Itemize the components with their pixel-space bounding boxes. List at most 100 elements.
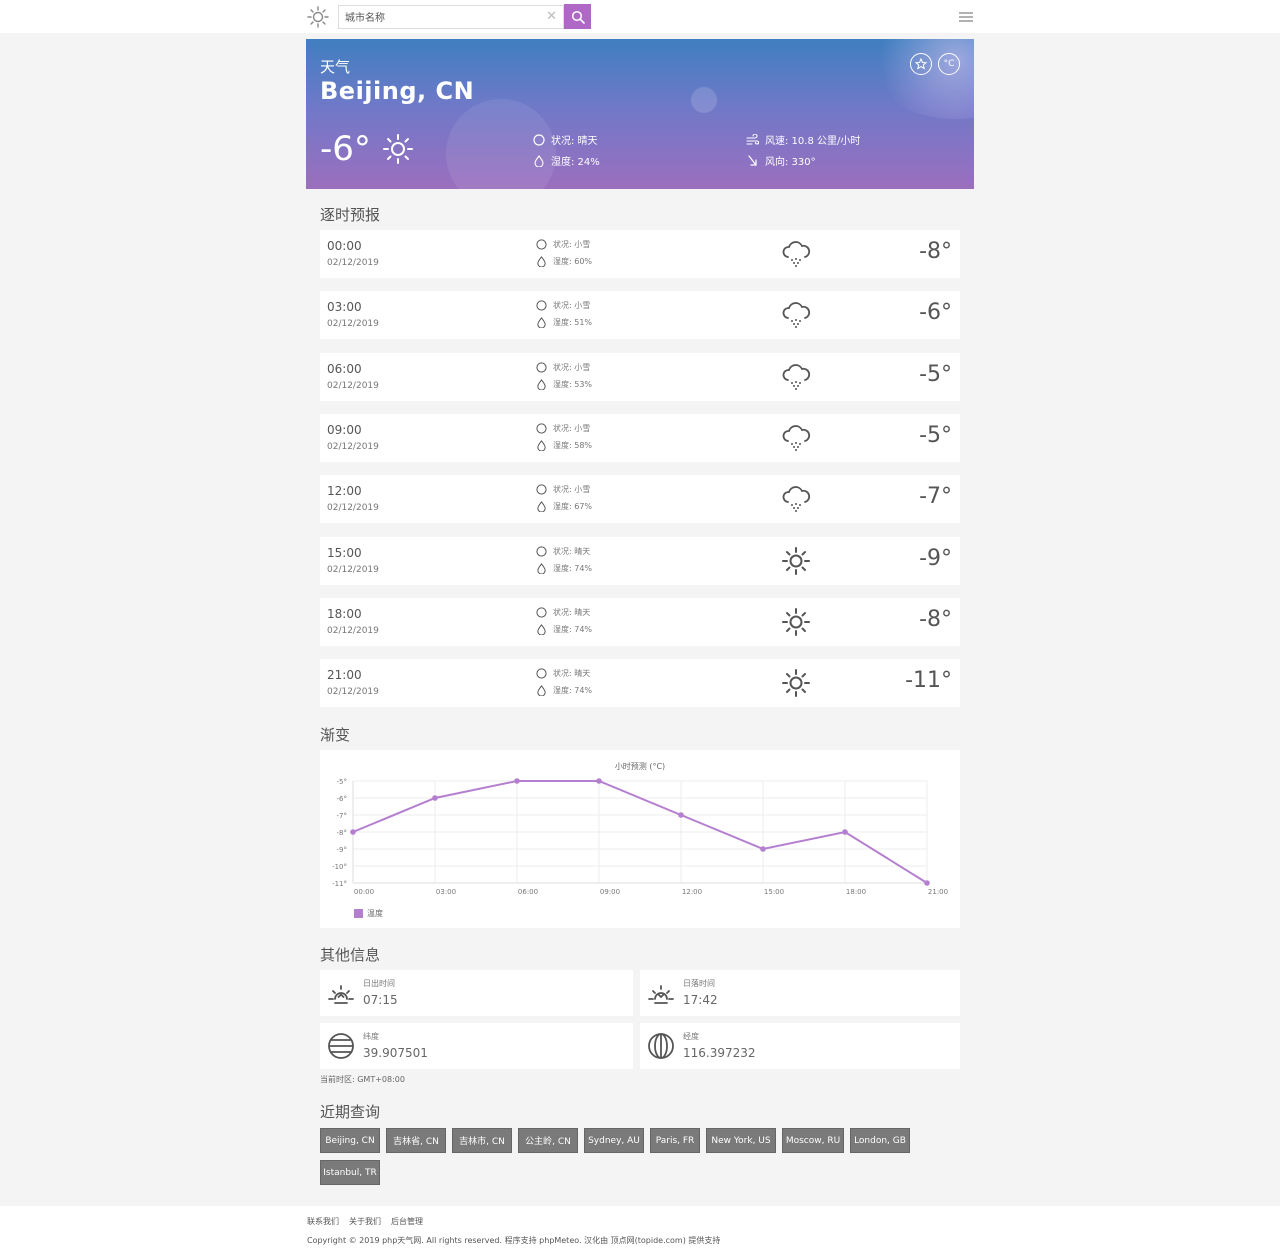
recent-search-tag[interactable]: 吉林市, CN (452, 1128, 512, 1153)
clear-icon[interactable]: ✕ (546, 9, 557, 24)
forecast-date: 02/12/2019 (327, 441, 379, 452)
latitude-card: 纬度 39.907501 (320, 1023, 633, 1069)
x-tick-label: 00:00 (354, 888, 374, 896)
y-tick-label: -10° (332, 863, 347, 871)
condition-circle-icon (536, 423, 547, 434)
forecast-condition-text: 状况: 晴天 (553, 546, 591, 556)
recent-search-tag[interactable]: Sydney, AU (584, 1128, 644, 1153)
humidity-text: 湿度: 24% (551, 157, 600, 168)
forecast-humidity-text: 湿度: 74% (553, 686, 593, 696)
search-input[interactable] (339, 7, 539, 30)
hourly-forecast-item: 18:00 02/12/2019 状况: 晴天 湿度: 74% -8° (320, 597, 960, 646)
hourly-forecast-item: 15:00 02/12/2019 状况: 晴天 湿度: 74% -9° (320, 536, 960, 585)
forecast-temperature: -5° (919, 422, 952, 448)
sunset-label: 日落时间 (683, 979, 715, 988)
trend-section-title: 渐变 (320, 726, 351, 744)
droplet-icon (537, 317, 546, 329)
sun-logo-icon[interactable] (307, 6, 329, 28)
recent-search-tag[interactable]: Moscow, RU (782, 1128, 844, 1153)
recent-search-tag[interactable]: 公主岭, CN (518, 1128, 578, 1153)
forecast-time: 18:00 (327, 606, 362, 621)
recent-search-tag[interactable]: Paris, FR (650, 1128, 700, 1153)
forecast-condition: 状况: 晴天 (536, 607, 590, 618)
footer-link-about[interactable]: 关于我们 (349, 1217, 381, 1226)
y-tick-label: -7° (337, 812, 347, 820)
forecast-condition-text: 状况: 晴天 (553, 607, 591, 617)
sunset-value: 17:42 (683, 993, 718, 1007)
footer-link-contact[interactable]: 联系我们 (307, 1217, 339, 1226)
recent-search-tag[interactable]: 吉林省, CN (386, 1128, 446, 1153)
latitude-value: 39.907501 (363, 1046, 428, 1060)
y-tick-label: -6° (337, 795, 347, 803)
temperature-chart: 小时预测 (°C) -5° -6° -7° -8° -9° -10° -11° 00:00 03… (320, 750, 960, 928)
forecast-humidity: 湿度: 74% (536, 685, 593, 697)
chart-legend[interactable]: 温度 (354, 908, 383, 919)
condition-circle-icon (536, 668, 547, 679)
forecast-humidity: 湿度: 58% (536, 440, 592, 451)
snow-cloud-icon (780, 483, 812, 515)
forecast-condition: 状况: 小雪 (536, 239, 590, 250)
sun-icon (780, 545, 812, 577)
droplet-icon (537, 440, 546, 451)
hourly-forecast-item: 03:00 02/12/2019 状况: 小雪 湿度: 51% -6° (320, 291, 960, 340)
sunrise-icon (328, 985, 354, 1004)
forecast-time: 03:00 (327, 300, 362, 315)
wind-speed-text: 风速: 10.8 公里/小时 (765, 136, 861, 147)
forecast-date: 02/12/2019 (327, 380, 379, 391)
forecast-condition-text: 状况: 小雪 (553, 362, 591, 372)
forecast-humidity: 湿度: 53% (536, 378, 593, 390)
sunset-card: 日落时间 17:42 (640, 970, 960, 1016)
forecast-date: 02/12/2019 (327, 564, 379, 575)
longitude-value: 116.397232 (683, 1046, 756, 1060)
droplet-icon (537, 623, 546, 635)
forecast-humidity-text: 湿度: 51% (553, 318, 593, 328)
forecast-humidity-text: 湿度: 53% (553, 379, 593, 389)
forecast-time: 15:00 (327, 545, 362, 560)
current-temperature: -6° (320, 129, 371, 169)
recent-search-tag[interactable]: London, GB (850, 1128, 910, 1153)
forecast-humidity-text: 湿度: 67% (553, 502, 593, 512)
forecast-humidity-text: 湿度: 74% (553, 563, 593, 573)
chart-plot: -5° -6° -7° -8° -9° -10° -11° 00:00 03:00 06:00 09… (332, 778, 948, 896)
x-tick-label: 12:00 (682, 888, 702, 896)
condition-circle-icon (533, 133, 545, 146)
favorite-button[interactable] (910, 53, 932, 75)
forecast-condition: 状况: 小雪 (536, 300, 590, 311)
forecast-date: 02/12/2019 (327, 258, 379, 268)
forecast-date: 02/12/2019 (327, 319, 379, 330)
forecast-condition: 状况: 晴天 (536, 668, 590, 679)
unit-toggle-button[interactable]: °C (938, 53, 960, 75)
forecast-condition: 状况: 小雪 (536, 362, 590, 373)
search-button[interactable] (564, 4, 591, 29)
forecast-date: 02/12/2019 (327, 625, 379, 636)
latitude-label: 纬度 (363, 1032, 379, 1041)
recent-section-title: 近期查询 (320, 1103, 381, 1121)
forecast-condition-text: 状况: 小雪 (553, 485, 591, 495)
temperature-data-point (350, 829, 356, 835)
city-name: Beijing, CN (320, 77, 475, 105)
x-tick-label: 18:00 (846, 888, 866, 896)
hero-humidity: 湿度: 24% (533, 153, 600, 168)
y-tick-label: -8° (337, 829, 347, 837)
hourly-forecast-item: 09:00 02/12/2019 状况: 小雪 湿度: 58% -5° (320, 413, 960, 462)
hamburger-menu-icon[interactable] (958, 10, 974, 24)
forecast-temperature: -5° (919, 361, 952, 387)
hourly-forecast-item: 00:00 02/12/2019 状况: 小雪 湿度: 60% -8° (320, 230, 960, 278)
decorative-flare (866, 39, 974, 119)
recent-search-tag[interactable]: Istanbul, TR (320, 1160, 380, 1185)
forecast-condition: 状况: 晴天 (536, 545, 591, 557)
decorative-bokeh (691, 87, 717, 113)
temperature-data-point (760, 846, 766, 852)
top-nav: ✕ (0, 0, 1280, 33)
recent-search-tag[interactable]: New York, US (706, 1128, 776, 1153)
snow-cloud-icon (780, 361, 812, 393)
latitude-globe-icon (328, 1033, 354, 1059)
condition-circle-icon (536, 545, 547, 557)
forecast-time: 00:00 (327, 239, 362, 253)
star-icon (915, 58, 927, 70)
forecast-temperature: -8° (919, 239, 952, 264)
forecast-time: 21:00 (327, 668, 362, 683)
recent-search-tag[interactable]: Beijing, CN (320, 1128, 380, 1153)
footer-link-admin[interactable]: 后台管理 (391, 1217, 423, 1226)
search-box: ✕ (338, 5, 564, 30)
